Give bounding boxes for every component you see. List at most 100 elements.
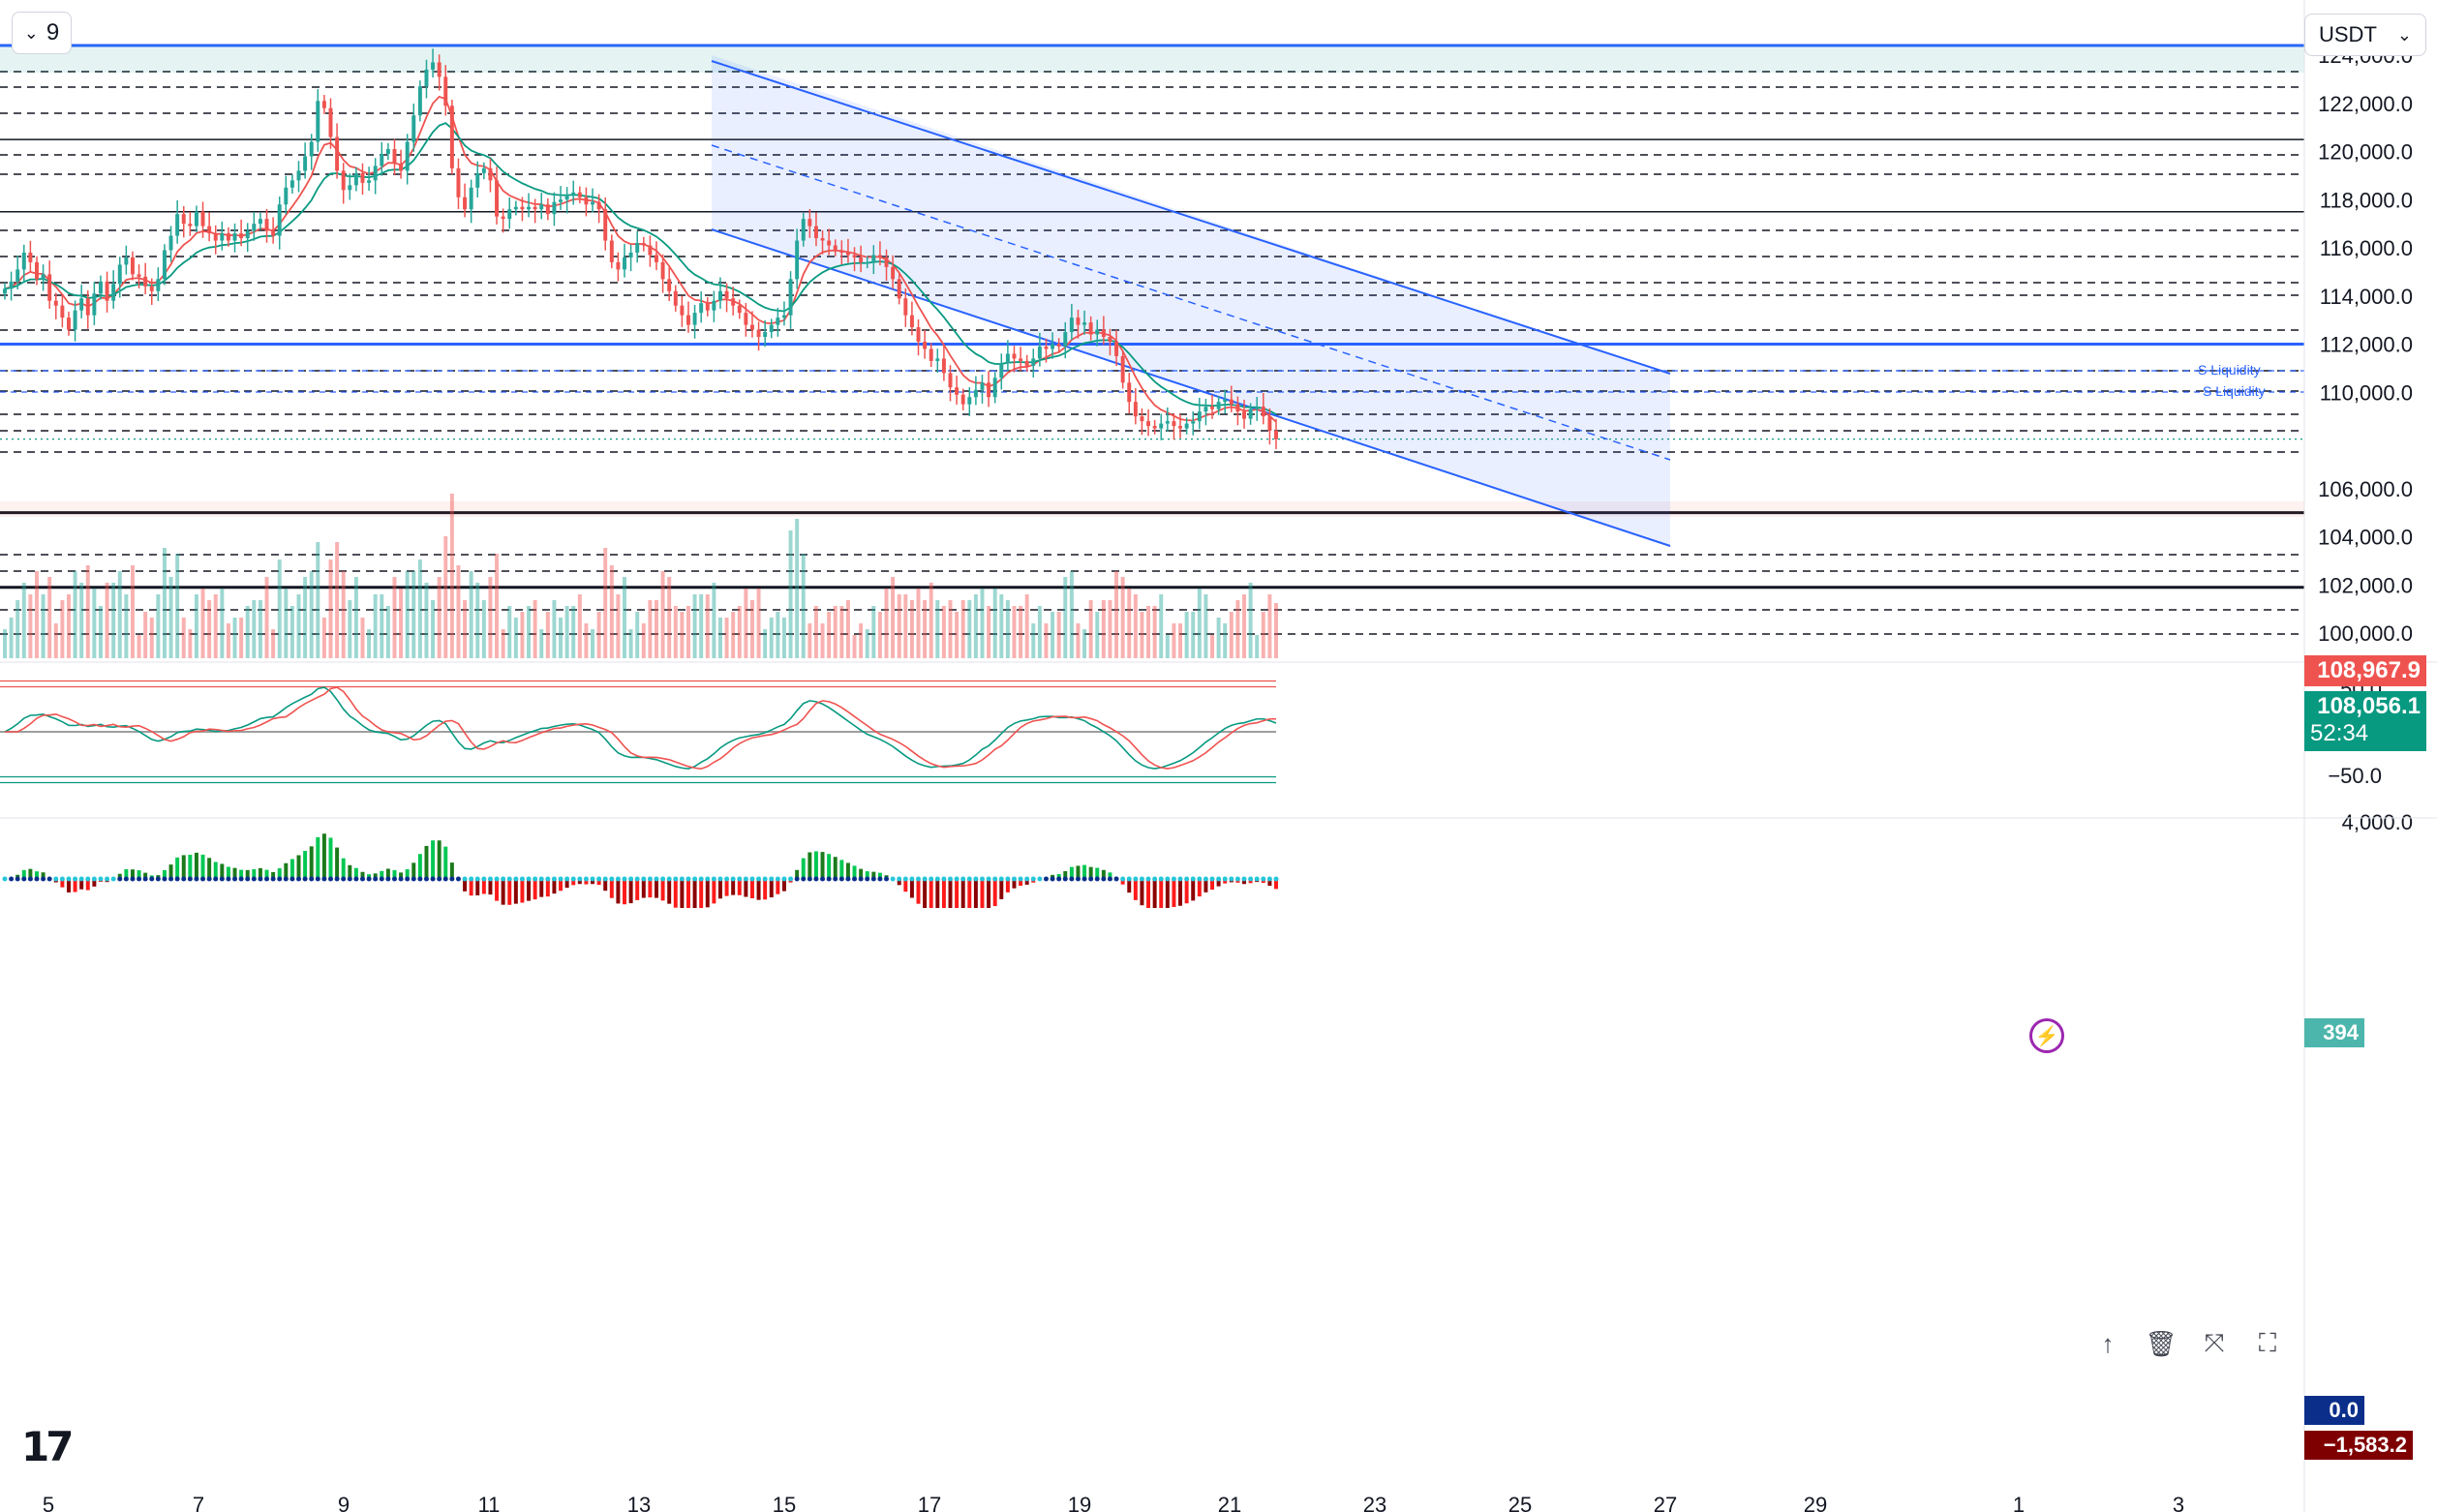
interval-selector[interactable]: ⌄ 9	[12, 12, 72, 54]
macd-signal-dot	[807, 876, 812, 882]
collapse-icon[interactable]: ⤧	[2192, 1321, 2237, 1366]
candle-body	[724, 290, 729, 299]
candle-body	[60, 305, 65, 318]
macd-hist-bar	[73, 879, 77, 892]
macd-signal-dot	[359, 876, 365, 882]
macd-hist-bar	[437, 840, 442, 879]
macd-signal-dot	[289, 876, 295, 882]
macd-hist-bar	[717, 879, 722, 899]
macd-hist-bar	[1056, 873, 1061, 879]
volume-bar	[149, 618, 154, 658]
macd-hist-bar	[871, 871, 876, 879]
macd-hist-bar	[980, 879, 985, 908]
macd-signal-dot	[137, 876, 142, 882]
macd-signal-dot	[1209, 876, 1215, 882]
macd-hist-bar	[699, 879, 704, 908]
macd-hist-bar	[960, 879, 965, 908]
volume-bar	[60, 600, 65, 658]
candle-body	[335, 136, 340, 171]
volume-bar	[443, 536, 448, 658]
macd-signal-dot	[858, 876, 864, 882]
macd-signal-dot	[341, 876, 347, 882]
candle-body	[373, 166, 378, 181]
volume-bar	[655, 600, 658, 658]
macd-hist-bar	[1088, 866, 1093, 879]
candle-body	[564, 195, 569, 200]
volume-bar	[252, 600, 257, 658]
candle-body	[871, 255, 876, 262]
volume-bar	[712, 583, 716, 658]
macd-signal-dot	[379, 876, 384, 882]
candle-body	[992, 378, 997, 398]
candle-body	[655, 255, 658, 262]
macd-hist-bar	[744, 879, 748, 897]
candle-body	[801, 219, 806, 241]
macd-hist-bar	[443, 846, 448, 879]
macd-signal-dot	[353, 876, 359, 882]
macd-hist-bar	[731, 879, 736, 895]
macd-signal-dot	[46, 876, 52, 882]
macd-signal-dot	[430, 876, 436, 882]
candle-body	[21, 252, 26, 270]
candle-body	[1069, 318, 1074, 333]
candle-body	[1242, 411, 1246, 419]
macd-signal-dot	[105, 876, 110, 882]
price-axis-label: 112,000.0	[2320, 333, 2413, 357]
fullscreen-icon[interactable]: ⛶	[2245, 1321, 2290, 1366]
candle-body	[437, 62, 442, 77]
candle-body	[463, 197, 468, 210]
candle-body	[596, 201, 601, 210]
macd-signal-dot	[232, 876, 238, 882]
volume-bar	[545, 612, 550, 658]
macd-signal-dot	[519, 876, 525, 882]
volume-bar	[137, 635, 141, 658]
volume-bar	[437, 577, 442, 658]
volume-bar	[162, 548, 167, 658]
candle-body	[935, 358, 940, 361]
time-axis-label: 9	[338, 1493, 350, 1512]
macd-signal-dot	[411, 876, 416, 882]
macd-signal-dot	[622, 876, 627, 882]
flash-icon[interactable]: ⚡	[2029, 1018, 2064, 1053]
channel-fill	[712, 55, 1670, 546]
volume-bar	[781, 618, 786, 658]
volume-bar	[916, 589, 921, 658]
volume-bar	[463, 600, 468, 658]
volume-bar	[1037, 606, 1042, 658]
price-axis-label: 100,000.0	[2318, 621, 2413, 646]
macd-hist-bar	[1024, 879, 1029, 885]
currency-selector[interactable]: USDT ⌄	[2304, 14, 2426, 56]
macd-hist-bar	[705, 879, 710, 908]
macd-signal-dot	[1024, 876, 1030, 882]
volume-bar	[98, 606, 103, 658]
arrow-up-icon[interactable]: ↑	[2086, 1321, 2130, 1366]
candle-body	[1019, 358, 1023, 361]
candle-body	[897, 279, 901, 299]
macd-hist-bar	[296, 855, 301, 879]
macd-hist-bar	[232, 867, 237, 879]
candle-body	[92, 293, 97, 316]
macd-hist-bar	[737, 879, 742, 895]
macd-hist-bar	[143, 872, 148, 879]
macd-signal-dot	[149, 876, 155, 882]
candle-body	[252, 224, 257, 231]
macd-signal-dot	[590, 876, 595, 882]
channel-lower-line	[711, 228, 1671, 547]
volume-bar	[456, 565, 461, 658]
candle-body	[680, 305, 685, 316]
macd-hist-bar	[987, 879, 991, 908]
candle-body	[705, 303, 710, 311]
tradingview-logo-icon: 17	[21, 1423, 74, 1470]
macd-hist-bar	[392, 869, 397, 879]
volume-bar	[935, 600, 940, 658]
volume-bar	[226, 623, 230, 658]
trash-icon[interactable]: 🗑	[2139, 1321, 2183, 1366]
candle-body	[884, 257, 889, 267]
macd-signal-dot	[187, 876, 193, 882]
volume-bar	[1076, 623, 1081, 658]
macd-signal-dot	[270, 876, 276, 882]
macd-hist-bar	[1095, 867, 1100, 879]
osc-d-line	[5, 686, 1277, 771]
macd-hist-bar	[795, 869, 800, 879]
